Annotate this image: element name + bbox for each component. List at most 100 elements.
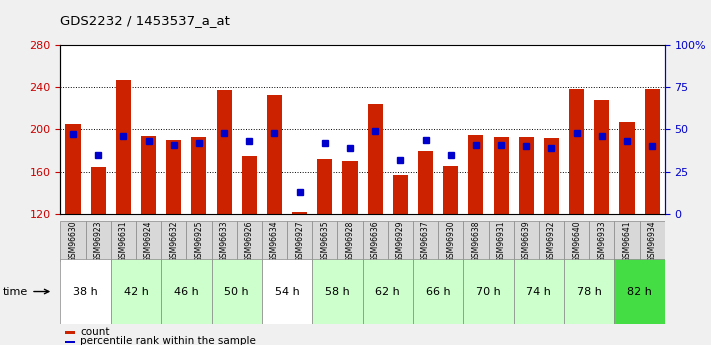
Bar (640, 221, 665, 262)
Bar (116, 80, 131, 214)
Text: GSM96931: GSM96931 (496, 221, 506, 262)
Bar (317, 159, 333, 214)
Text: GSM96924: GSM96924 (144, 221, 153, 262)
Bar (488, 221, 514, 262)
Bar (237, 221, 262, 262)
Bar (136, 221, 161, 262)
Text: GDS2232 / 1453537_a_at: GDS2232 / 1453537_a_at (60, 14, 230, 27)
Bar (186, 221, 212, 262)
Bar (166, 140, 181, 214)
Bar (464, 221, 488, 262)
Bar (539, 221, 564, 262)
Text: GSM96934: GSM96934 (648, 221, 657, 262)
Bar (312, 221, 338, 262)
Bar (338, 221, 363, 262)
Text: 58 h: 58 h (325, 287, 350, 296)
Text: GSM96926: GSM96926 (245, 221, 254, 262)
Bar (413, 259, 464, 324)
Text: 62 h: 62 h (375, 287, 400, 296)
Bar (262, 259, 312, 324)
Bar (91, 167, 106, 214)
Bar (60, 221, 85, 262)
Bar (493, 137, 508, 214)
Bar (564, 221, 589, 262)
Bar (387, 221, 413, 262)
Text: GSM96925: GSM96925 (194, 221, 203, 262)
Text: GSM96933: GSM96933 (597, 221, 606, 262)
Bar (343, 161, 358, 214)
Text: GSM96633: GSM96633 (220, 221, 229, 262)
Bar (65, 332, 75, 334)
Bar (614, 221, 640, 262)
Bar (312, 259, 363, 324)
Text: 74 h: 74 h (526, 287, 551, 296)
Text: GSM96923: GSM96923 (94, 221, 102, 262)
Bar (569, 89, 584, 214)
Bar (514, 221, 539, 262)
Text: GSM96632: GSM96632 (169, 221, 178, 262)
Text: 54 h: 54 h (274, 287, 299, 296)
Text: GSM96630: GSM96630 (68, 221, 77, 262)
Bar (413, 221, 438, 262)
Bar (262, 221, 287, 262)
Text: 70 h: 70 h (476, 287, 501, 296)
Text: 42 h: 42 h (124, 287, 149, 296)
Bar (544, 138, 559, 214)
Bar (65, 341, 75, 343)
Bar (212, 259, 262, 324)
Text: GSM96930: GSM96930 (447, 221, 455, 262)
Text: GSM96639: GSM96639 (522, 221, 531, 262)
Bar (141, 136, 156, 214)
Bar (111, 221, 136, 262)
Text: 66 h: 66 h (426, 287, 451, 296)
Bar (212, 221, 237, 262)
Bar (464, 259, 514, 324)
Bar (589, 221, 614, 262)
Text: 46 h: 46 h (174, 287, 198, 296)
Text: GSM96641: GSM96641 (623, 221, 631, 262)
Text: GSM96929: GSM96929 (396, 221, 405, 262)
Text: GSM96635: GSM96635 (321, 221, 329, 262)
Bar (645, 89, 660, 214)
Text: 50 h: 50 h (225, 287, 249, 296)
Bar (60, 259, 111, 324)
Text: GSM96640: GSM96640 (572, 221, 581, 262)
Text: GSM96636: GSM96636 (370, 221, 380, 262)
Bar (469, 135, 483, 214)
Text: GSM96927: GSM96927 (295, 221, 304, 262)
Text: count: count (80, 327, 109, 337)
Text: GSM96634: GSM96634 (270, 221, 279, 262)
Bar (368, 104, 383, 214)
Bar (191, 137, 206, 214)
Bar (217, 90, 232, 214)
Bar (161, 221, 186, 262)
Bar (292, 212, 307, 214)
Bar (65, 124, 80, 214)
Bar (287, 221, 312, 262)
Bar (594, 100, 609, 214)
Bar (363, 259, 413, 324)
Bar (564, 259, 614, 324)
Text: 82 h: 82 h (627, 287, 652, 296)
Bar (85, 221, 111, 262)
Text: percentile rank within the sample: percentile rank within the sample (80, 336, 256, 345)
Text: GSM96928: GSM96928 (346, 221, 355, 262)
Bar (514, 259, 564, 324)
Text: GSM96932: GSM96932 (547, 221, 556, 262)
Text: 38 h: 38 h (73, 287, 98, 296)
Bar (393, 175, 408, 214)
Text: GSM96631: GSM96631 (119, 221, 128, 262)
Bar (519, 137, 534, 214)
Text: time: time (3, 287, 49, 296)
Bar (438, 221, 464, 262)
Bar (161, 259, 212, 324)
Bar (242, 156, 257, 214)
Bar (619, 122, 635, 214)
Text: GSM96638: GSM96638 (471, 221, 481, 262)
Bar (443, 166, 459, 214)
Bar (363, 221, 387, 262)
Text: 78 h: 78 h (577, 287, 602, 296)
Bar (614, 259, 665, 324)
Text: GSM96637: GSM96637 (421, 221, 430, 262)
Bar (111, 259, 161, 324)
